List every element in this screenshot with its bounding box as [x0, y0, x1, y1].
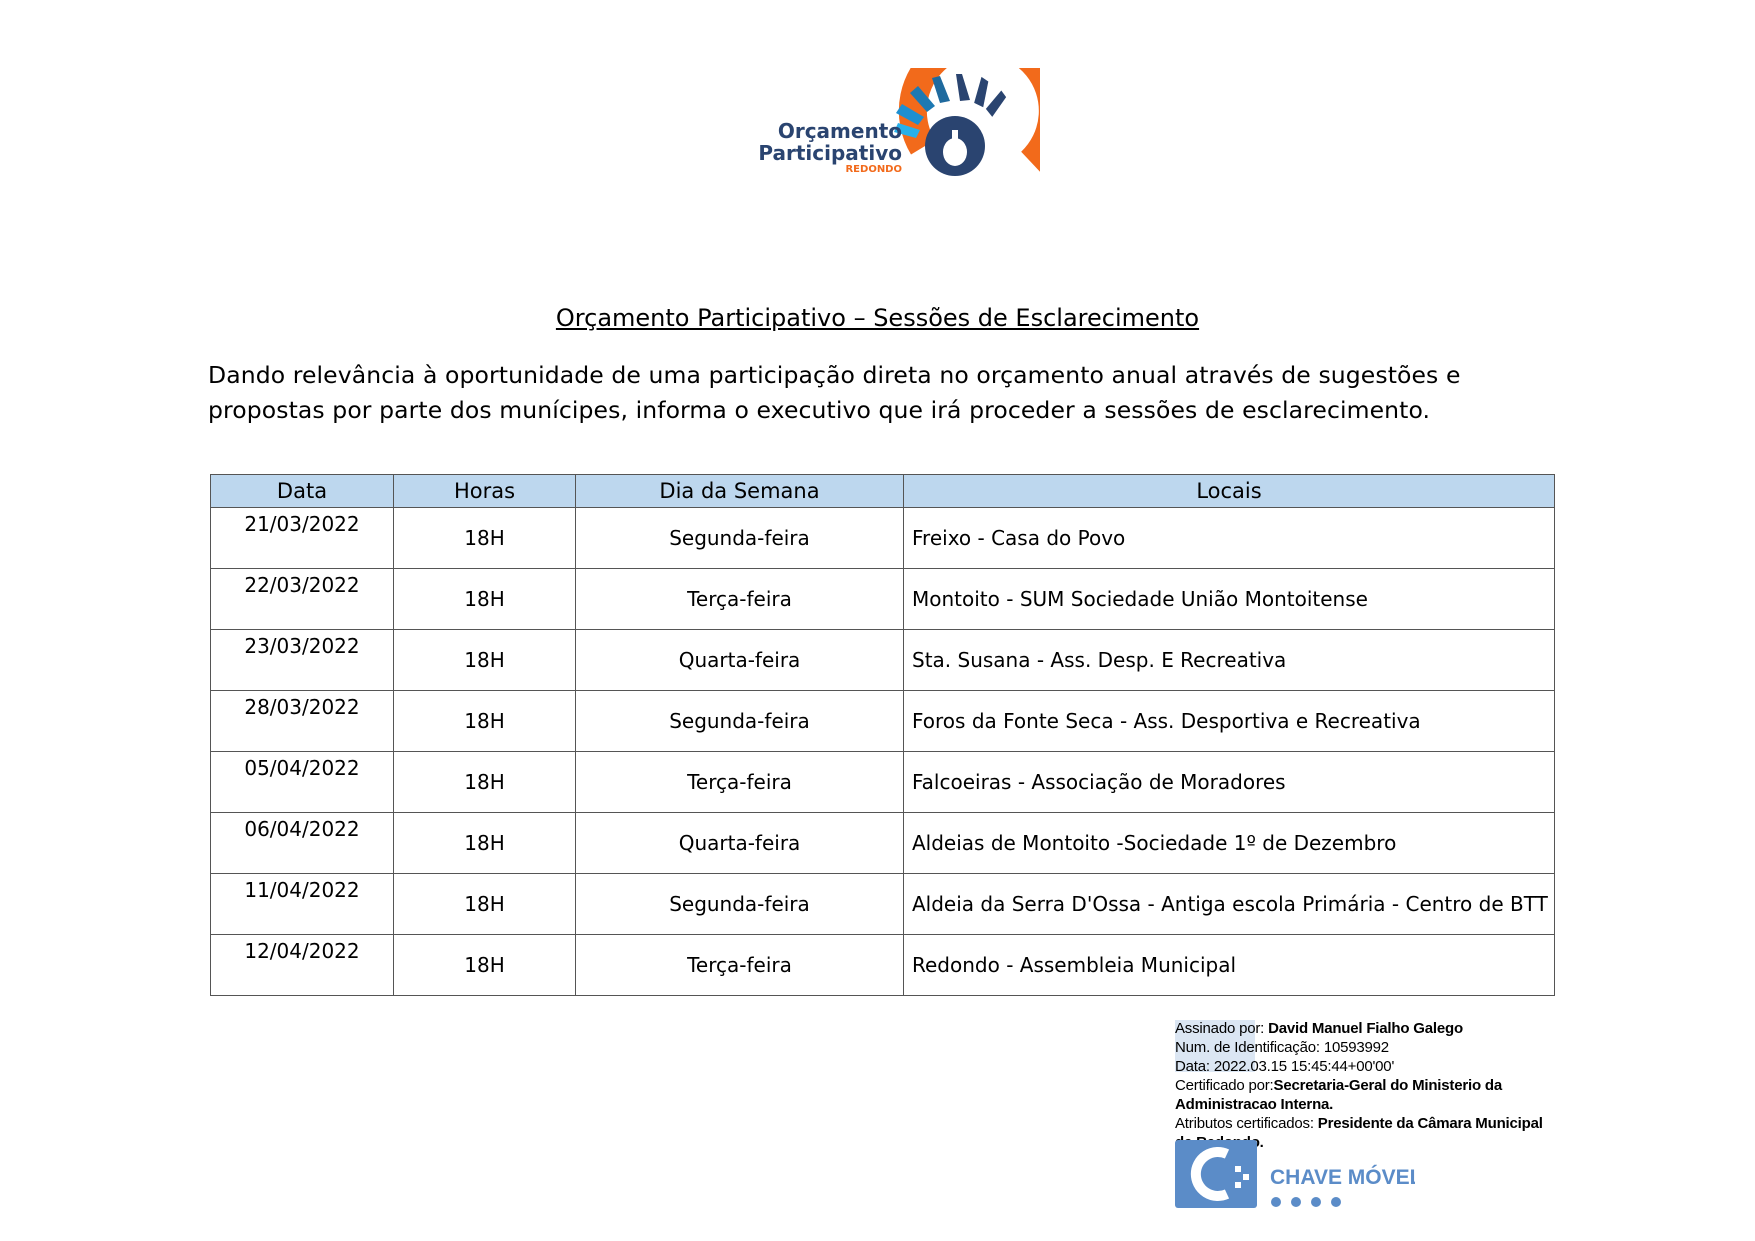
table-row: 11/04/2022 18H Segunda-feira Aldeia da Serr…	[210, 873, 1555, 935]
orcamento-participativo-logo: Orçamento Participativo REDONDO	[758, 68, 1040, 176]
cell-data: 05/04/2022	[210, 751, 394, 813]
cell-data: 11/04/2022	[210, 873, 394, 935]
chave-movel-badge: CHAVE MÓVEL	[1175, 1140, 1415, 1208]
cell-horas: 18H	[393, 507, 576, 569]
cell-data: 23/03/2022	[210, 629, 394, 691]
header-horas: Horas	[393, 474, 576, 508]
cell-locais: Montoito - SUM Sociedade União Montoiten…	[903, 568, 1555, 630]
table-row: 05/04/2022 18H Terça-feira Falcoeiras - Ass…	[210, 751, 1555, 813]
cell-horas: 18H	[393, 934, 576, 996]
logo-text-orcamento: Orçamento	[778, 119, 902, 143]
table-row: 21/03/2022 18H Segunda-feira Freixo - Casa …	[210, 507, 1555, 569]
cell-horas: 18H	[393, 873, 576, 935]
id-number: Num. de Identificação: 10593992	[1175, 1039, 1389, 1056]
table-row: 22/03/2022 18H Terça-feira Montoito - SUM S…	[210, 568, 1555, 630]
signature-date: Data: 2022.03.15 15:45:44+00'00'	[1175, 1058, 1395, 1075]
logo-text-participativo: Participativo	[758, 141, 902, 165]
cell-dia-semana: Segunda-feira	[575, 873, 904, 935]
cell-horas: 18H	[393, 812, 576, 874]
certifier: Secretaria-Geral do Ministerio da Admini…	[1175, 1077, 1502, 1113]
digital-signature-block: Assinado por: David Manuel Fialho Galego…	[1175, 1019, 1555, 1152]
cell-dia-semana: Segunda-feira	[575, 507, 904, 569]
table-row: 06/04/2022 18H Quarta-feira Aldeias de Mont…	[210, 812, 1555, 874]
signature-watermark	[1175, 1020, 1255, 1072]
cell-horas: 18H	[393, 568, 576, 630]
signed-by-label: Assinado por:	[1175, 1020, 1265, 1037]
certified-by-label: Certificado por:	[1175, 1077, 1274, 1094]
cell-locais: Aldeia da Serra D'Ossa - Antiga escola P…	[903, 873, 1555, 935]
sessions-table: Data Horas Dia da Semana Locais 21/03/20…	[210, 474, 1555, 996]
cell-data: 22/03/2022	[210, 568, 394, 630]
cell-dia-semana: Quarta-feira	[575, 629, 904, 691]
cell-dia-semana: Terça-feira	[575, 751, 904, 813]
table-header-row: Data Horas Dia da Semana Locais	[210, 474, 1555, 508]
table-row: 23/03/2022 18H Quarta-feira Sta. Susana - A…	[210, 629, 1555, 691]
cell-data: 06/04/2022	[210, 812, 394, 874]
cell-locais: Freixo - Casa do Povo	[903, 507, 1555, 569]
intro-paragraph: Dando relevância à oportunidade de uma p…	[208, 361, 1461, 424]
chave-movel-text: CHAVE MÓVEL	[1270, 1165, 1415, 1189]
table-row: 12/04/2022 18H Terça-feira Redondo - Assemb…	[210, 934, 1555, 996]
header-dia-semana: Dia da Semana	[575, 474, 904, 508]
cell-horas: 18H	[393, 629, 576, 691]
cell-horas: 18H	[393, 690, 576, 752]
page-title: Orçamento Participativo – Sessões de Esc…	[555, 304, 1200, 332]
cell-data: 12/04/2022	[210, 934, 394, 996]
cell-dia-semana: Terça-feira	[575, 568, 904, 630]
cell-locais: Foros da Fonte Seca - Ass. Desportiva e …	[903, 690, 1555, 752]
table-row: 28/03/2022 18H Segunda-feira Foros da Fonte…	[210, 690, 1555, 752]
header-data: Data	[210, 474, 394, 508]
cell-locais: Falcoeiras - Associação de Moradores	[903, 751, 1555, 813]
cell-dia-semana: Segunda-feira	[575, 690, 904, 752]
cell-locais: Aldeias de Montoito -Sociedade 1º de Dez…	[903, 812, 1555, 874]
cell-horas: 18H	[393, 751, 576, 813]
cell-locais: Sta. Susana - Ass. Desp. E Recreativa	[903, 629, 1555, 691]
cell-data: 21/03/2022	[210, 507, 394, 569]
signer-name: David Manuel Fialho Galego	[1268, 1020, 1463, 1037]
attributes-label: Atributos certificados:	[1175, 1115, 1314, 1132]
cell-locais: Redondo - Assembleia Municipal	[903, 934, 1555, 996]
cell-dia-semana: Quarta-feira	[575, 812, 904, 874]
cell-data: 28/03/2022	[210, 690, 394, 752]
cell-dia-semana: Terça-feira	[575, 934, 904, 996]
header-locais: Locais	[903, 474, 1555, 508]
logo-text-redondo: REDONDO	[845, 164, 902, 175]
